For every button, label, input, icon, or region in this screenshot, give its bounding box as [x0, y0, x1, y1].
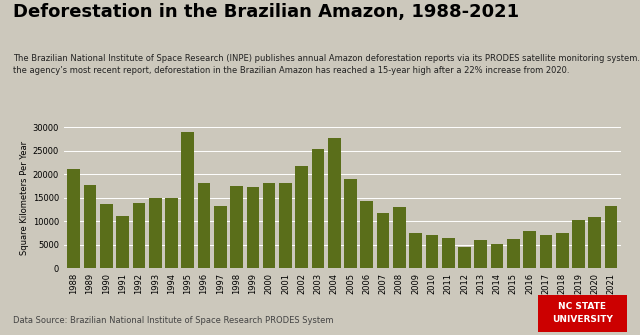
Bar	[540, 236, 552, 268]
Bar	[100, 204, 113, 268]
Bar	[491, 245, 504, 268]
Bar	[263, 183, 275, 268]
Bar	[344, 179, 357, 268]
Y-axis label: Square Kilometers Per Year: Square Kilometers Per Year	[20, 141, 29, 255]
Bar	[246, 187, 259, 268]
Bar	[165, 198, 178, 268]
Bar	[198, 183, 211, 268]
Bar	[132, 203, 145, 268]
Bar	[556, 232, 568, 268]
Bar	[572, 220, 585, 268]
Bar	[605, 206, 618, 268]
Bar	[214, 206, 227, 268]
Bar	[312, 149, 324, 268]
Bar	[116, 216, 129, 268]
Text: The Brazilian National Institute of Space Research (INPE) publishes annual Amazo: The Brazilian National Institute of Spac…	[13, 54, 640, 75]
Bar	[458, 247, 471, 268]
Text: Deforestation in the Brazilian Amazon, 1988-2021: Deforestation in the Brazilian Amazon, 1…	[13, 3, 519, 21]
Text: Data Source: Brazilian National Institute of Space Research PRODES System: Data Source: Brazilian National Institut…	[13, 316, 333, 325]
Text: NC STATE
UNIVERSITY: NC STATE UNIVERSITY	[552, 303, 613, 324]
Bar	[181, 132, 194, 268]
Bar	[328, 138, 340, 268]
Bar	[393, 207, 406, 268]
Bar	[588, 217, 601, 268]
Bar	[524, 231, 536, 268]
Bar	[426, 235, 438, 268]
Bar	[360, 201, 373, 268]
Bar	[377, 213, 390, 268]
Bar	[507, 239, 520, 268]
Bar	[230, 187, 243, 268]
Bar	[410, 233, 422, 268]
Bar	[474, 241, 487, 268]
Bar	[84, 185, 97, 268]
Bar	[149, 198, 161, 268]
Bar	[442, 238, 454, 268]
Bar	[295, 166, 308, 268]
Bar	[279, 183, 292, 268]
Bar	[67, 169, 80, 268]
